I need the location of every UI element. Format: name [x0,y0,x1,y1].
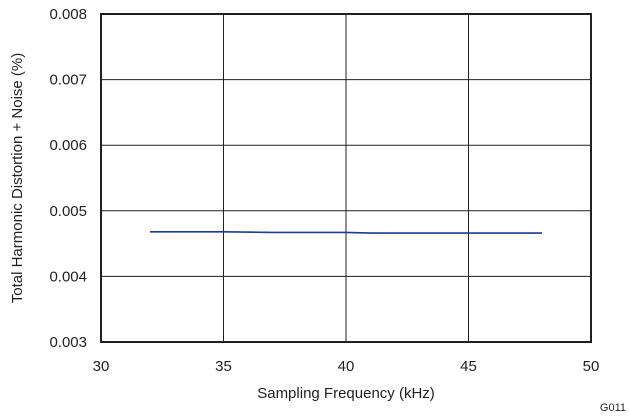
series-line [150,231,542,234]
x-tick-label: 30 [93,358,110,375]
x-axis-label: Sampling Frequency (kHz) [257,385,435,402]
x-tick-label: 45 [460,358,477,375]
y-tick-label: 0.005 [49,203,87,220]
x-tick-labels: 30 35 40 45 50 [93,358,600,375]
x-tick-label: 35 [215,358,232,375]
grid-lines [100,13,592,343]
y-tick-labels: 0.003 0.004 0.005 0.006 0.007 0.008 [49,6,87,351]
y-tick-label: 0.006 [49,137,87,154]
x-tick-label: 40 [338,358,355,375]
series-layer [150,231,542,234]
y-tick-label: 0.004 [49,268,87,285]
y-tick-label: 0.003 [49,334,87,351]
x-tick-label: 50 [583,358,600,375]
plot-frame [100,13,592,343]
y-tick-label: 0.007 [49,72,87,89]
y-tick-label: 0.008 [49,6,87,23]
figure-code: G011 [600,402,626,414]
y-axis-label: Total Harmonic Distortion + Noise (%) [9,53,26,304]
